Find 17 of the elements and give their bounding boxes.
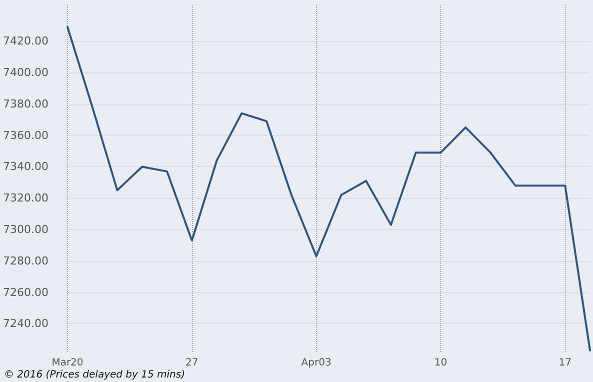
y-tick-label: 7340.00 [2, 160, 48, 174]
x-tick-label: 27 [186, 358, 198, 368]
y-tick-label: 7420.00 [2, 34, 48, 48]
x-tick-label: 17 [558, 358, 572, 368]
x-tick-label: Mar20 [52, 358, 84, 368]
y-tick-label: 7260.00 [2, 286, 48, 299]
line-series [66, 26, 591, 352]
y-tick-label: 7320.00 [2, 192, 48, 205]
y-tick-label: 7400.00 [2, 66, 48, 80]
y-tick-label: 7300.00 [2, 223, 48, 236]
y-tick-label: 7280.00 [2, 254, 48, 268]
y-tick-label: 7380.00 [2, 97, 48, 110]
text: © 2016 (Prices delayed by 15 mins) [4, 370, 185, 380]
x-tick-label: Apr03 [301, 358, 332, 368]
y-tick-label: 7240.00 [2, 317, 48, 330]
y-tick-label: 7360.00 [2, 128, 48, 142]
x-tick-label: 10 [434, 358, 448, 368]
